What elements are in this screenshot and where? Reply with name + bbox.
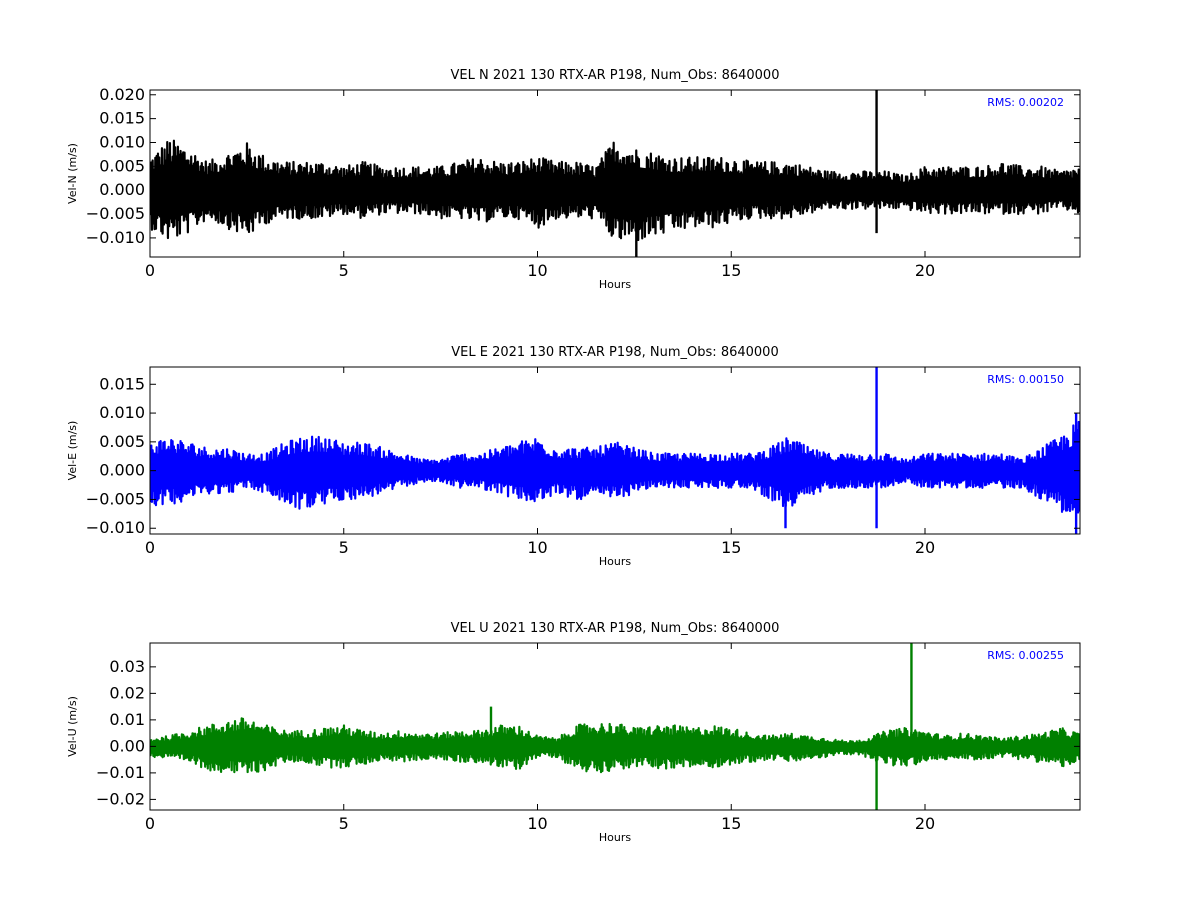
chart-title: VEL N 2021 130 RTX-AR P198, Num_Obs: 864… (451, 68, 780, 83)
y-tick-label: 0.000 (99, 461, 145, 480)
x-tick-label: 0 (145, 538, 155, 557)
series-line (150, 90, 1080, 257)
axes-frame (149, 366, 1081, 535)
y-tick-label: 0.010 (99, 132, 145, 151)
x-tick-label: 20 (915, 814, 935, 833)
y-tick-label: 0.010 (99, 403, 145, 422)
rms-label: RMS: 0.00255 (987, 649, 1064, 662)
x-axis-label: Hours (599, 278, 631, 291)
x-tick-label: 10 (527, 538, 547, 557)
panel-n: VEL N 2021 130 RTX-AR P198, Num_Obs: 864… (66, 68, 1081, 291)
y-tick-label: 0.005 (99, 156, 145, 175)
y-tick-label: −0.010 (86, 518, 145, 537)
y-tick-label: 0.03 (109, 657, 145, 676)
x-tick-label: 15 (721, 261, 741, 280)
x-tick-label: 10 (527, 261, 547, 280)
x-tick-label: 10 (527, 814, 547, 833)
axes-frame (149, 642, 1081, 811)
series-band (150, 161, 1080, 220)
y-tick-label: −0.010 (86, 228, 145, 247)
y-tick-label: 0.015 (99, 374, 145, 393)
series-band (150, 730, 1080, 763)
x-tick-label: 15 (721, 538, 741, 557)
axes-frame (149, 89, 1081, 258)
y-tick-label: 0.005 (99, 432, 145, 451)
panel-u: VEL U 2021 130 RTX-AR P198, Num_Obs: 864… (66, 621, 1081, 844)
y-axis-label: Vel-N (m/s) (66, 143, 79, 204)
y-tick-label: 0.01 (109, 710, 145, 729)
chart-title: VEL E 2021 130 RTX-AR P198, Num_Obs: 864… (451, 345, 778, 360)
x-axis-label: Hours (599, 831, 631, 844)
y-tick-label: −0.02 (96, 789, 145, 808)
y-axis-label: Vel-E (m/s) (66, 421, 79, 481)
x-tick-label: 5 (339, 538, 349, 557)
y-tick-label: 0.015 (99, 109, 145, 128)
x-tick-label: 0 (145, 261, 155, 280)
y-tick-label: 0.02 (109, 683, 145, 702)
panel-e: VEL E 2021 130 RTX-AR P198, Num_Obs: 864… (66, 345, 1081, 568)
y-tick-label: −0.005 (86, 204, 145, 223)
y-tick-label: 0.00 (109, 736, 145, 755)
y-tick-label: 0.020 (99, 85, 145, 104)
y-tick-label: −0.005 (86, 489, 145, 508)
rms-label: RMS: 0.00202 (987, 96, 1064, 109)
x-tick-label: 0 (145, 814, 155, 833)
rms-label: RMS: 0.00150 (987, 373, 1064, 386)
chart-title: VEL U 2021 130 RTX-AR P198, Num_Obs: 864… (451, 621, 780, 636)
series-line (150, 643, 1080, 810)
x-tick-label: 20 (915, 538, 935, 557)
x-axis-label: Hours (599, 555, 631, 568)
y-tick-label: 0.000 (99, 180, 145, 199)
series-band (150, 442, 1080, 500)
x-tick-label: 5 (339, 814, 349, 833)
x-tick-label: 15 (721, 814, 741, 833)
x-tick-label: 5 (339, 261, 349, 280)
series-line (150, 367, 1080, 534)
y-tick-label: −0.01 (96, 763, 145, 782)
y-axis-label: Vel-U (m/s) (66, 696, 79, 757)
x-tick-label: 20 (915, 261, 935, 280)
